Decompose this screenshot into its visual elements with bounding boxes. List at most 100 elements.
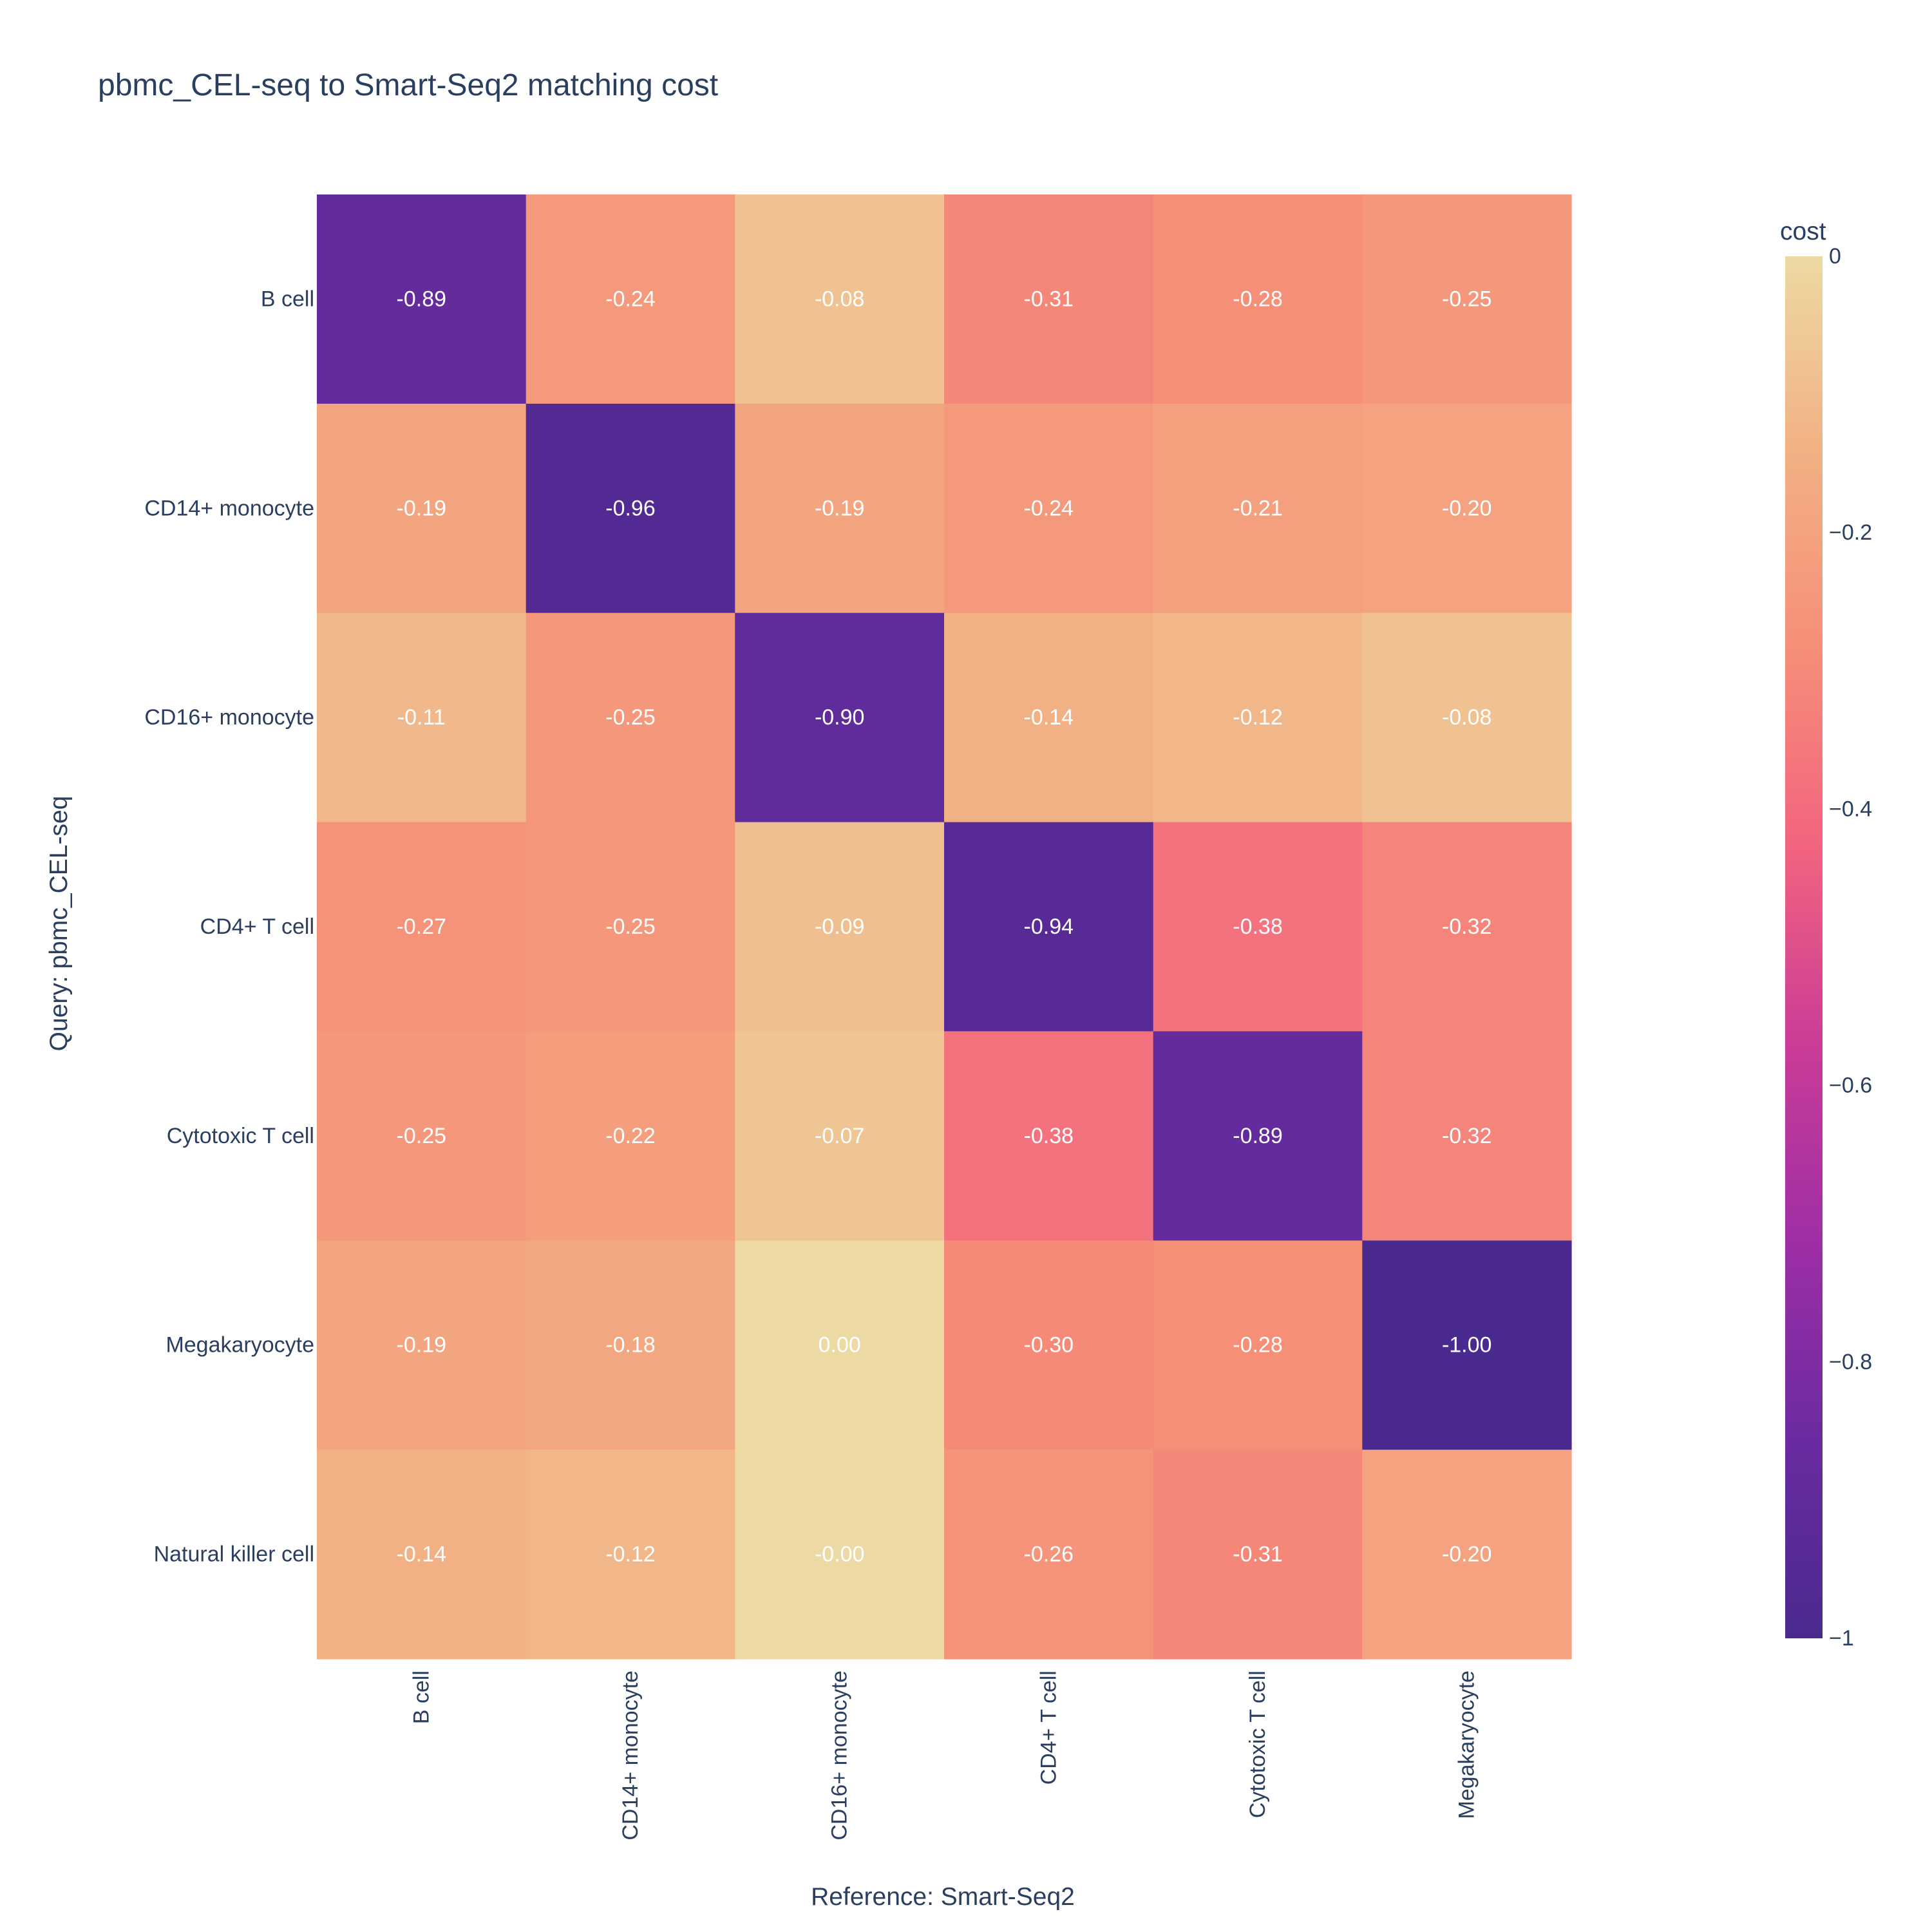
heatmap-cell-label: -0.22 bbox=[605, 1124, 656, 1148]
heatmap-cell bbox=[1362, 403, 1572, 614]
chart-title: pbmc_CEL-seq to Smart-Seq2 matching cost bbox=[98, 68, 718, 102]
heatmap-cell-label: -0.31 bbox=[1233, 1542, 1283, 1567]
heatmap-cell bbox=[735, 1031, 945, 1241]
heatmap-cell bbox=[526, 194, 735, 404]
heatmap-cell-label: -0.38 bbox=[1024, 1124, 1074, 1148]
heatmap-cell bbox=[735, 1240, 945, 1450]
heatmap-cell-label: -0.14 bbox=[397, 1542, 447, 1567]
heatmap-cell bbox=[1153, 1240, 1363, 1450]
heatmap-cell-label: -0.96 bbox=[605, 496, 656, 520]
heatmap-cell-label: -0.18 bbox=[605, 1333, 656, 1358]
heatmap-cell bbox=[1362, 1031, 1572, 1241]
heatmap-cell-label: -0.38 bbox=[1233, 914, 1283, 939]
heatmap-cell bbox=[944, 612, 1154, 823]
heatmap-cell bbox=[944, 403, 1154, 614]
heatmap-cell bbox=[1153, 403, 1363, 614]
y-axis-tick-labels: B cell CD14+ monocyte CD16+ monocyte CD4+ T… bbox=[144, 287, 314, 1566]
heatmap-cell-label: -0.12 bbox=[605, 1542, 656, 1567]
heatmap-cell-label: -0.24 bbox=[1024, 496, 1074, 520]
heatmap-cell-label: -0.25 bbox=[605, 705, 656, 730]
y-tick-label: CD4+ T cell bbox=[200, 914, 314, 939]
y-tick-label: Megakaryocyte bbox=[166, 1333, 314, 1358]
heatmap-cell-label: -0.89 bbox=[397, 287, 447, 311]
heatmap-cell bbox=[944, 822, 1154, 1032]
heatmap-cell-label: -0.32 bbox=[1442, 914, 1492, 939]
heatmap-cell bbox=[1153, 1450, 1363, 1660]
y-axis-title: Query: pbmc_CEL-seq bbox=[45, 796, 73, 1052]
x-tick-label: Cytotoxic T cell bbox=[1245, 1671, 1270, 1818]
heatmap-cell-label: -0.27 bbox=[397, 914, 447, 939]
heatmap-cell-label: -0.12 bbox=[1233, 705, 1283, 730]
colorbar-tick-labels: 0 −0.2 −0.4 −0.6 −0.8 −1 bbox=[1829, 244, 1872, 1651]
heatmap-cell bbox=[735, 403, 945, 614]
heatmap-cell-label: -0.24 bbox=[605, 287, 656, 311]
heatmap-cell bbox=[526, 403, 735, 614]
heatmap-cell bbox=[1153, 822, 1363, 1032]
colorbar-gradient bbox=[1785, 256, 1823, 1638]
heatmap-cell-label: -0.20 bbox=[1442, 496, 1492, 520]
heatmap-cell-label: -0.26 bbox=[1024, 1542, 1074, 1567]
heatmap-cell bbox=[526, 1240, 735, 1450]
heatmap-cell bbox=[1362, 1240, 1572, 1450]
heatmap-cell bbox=[317, 403, 527, 614]
colorbar-tick-label: −0.6 bbox=[1829, 1074, 1872, 1098]
heatmap-cell bbox=[944, 1240, 1154, 1450]
y-tick-label: Cytotoxic T cell bbox=[167, 1124, 314, 1148]
colorbar-tick-label: −0.2 bbox=[1829, 520, 1872, 545]
heatmap-cell bbox=[735, 1450, 945, 1660]
heatmap-cell bbox=[317, 822, 527, 1032]
x-tick-label: CD14+ monocyte bbox=[618, 1671, 643, 1841]
heatmap-cell-label: -0.28 bbox=[1233, 1333, 1283, 1358]
heatmap-cell bbox=[317, 1240, 527, 1450]
heatmap-cell bbox=[1153, 612, 1363, 823]
x-tick-label: CD4+ T cell bbox=[1036, 1671, 1061, 1785]
x-tick-label: B cell bbox=[409, 1671, 433, 1724]
x-axis-title: Reference: Smart-Seq2 bbox=[811, 1883, 1075, 1911]
x-axis-tick-labels: B cell CD14+ monocyte CD16+ monocyte CD4+ T… bbox=[409, 1671, 1479, 1841]
heatmap-cell-label: -0.19 bbox=[815, 496, 865, 520]
x-tick-label: CD16+ monocyte bbox=[828, 1671, 852, 1841]
heatmap-cell-label: 0.00 bbox=[819, 1333, 861, 1358]
y-tick-label: B cell bbox=[261, 287, 314, 311]
colorbar: cost 0 −0.2 −0.4 −0.6 −0.8 −1 bbox=[1780, 218, 1872, 1651]
heatmap-cell bbox=[1362, 194, 1572, 404]
heatmap-cell bbox=[1362, 612, 1572, 823]
heatmap-cell bbox=[317, 1450, 527, 1660]
heatmap-cell bbox=[317, 1031, 527, 1241]
heatmap-cell bbox=[526, 612, 735, 823]
x-tick-label: Megakaryocyte bbox=[1455, 1671, 1479, 1819]
heatmap-cell-label: -0.25 bbox=[397, 1124, 447, 1148]
heatmap-cell-labels: -0.89 -0.24 -0.08 -0.31 -0.28 -0.25 -0.19 -0.96… bbox=[397, 287, 1492, 1566]
heatmap-cell-label: -0.08 bbox=[815, 287, 865, 311]
heatmap-cell-label: -0.08 bbox=[1442, 705, 1492, 730]
heatmap-cell-label: -0.19 bbox=[397, 496, 447, 520]
heatmap-cell-label: -0.31 bbox=[1024, 287, 1074, 311]
colorbar-tick-label: −1 bbox=[1829, 1626, 1854, 1651]
heatmap-cell-label: -0.07 bbox=[815, 1124, 865, 1148]
y-tick-label: Natural killer cell bbox=[154, 1542, 314, 1567]
heatmap-cell bbox=[944, 1450, 1154, 1660]
heatmap-cell-label: -0.19 bbox=[397, 1333, 447, 1358]
heatmap-cell bbox=[1153, 1031, 1363, 1241]
heatmap-cell bbox=[317, 612, 527, 823]
heatmap-cell bbox=[735, 194, 945, 404]
heatmap-cell bbox=[317, 194, 527, 404]
y-tick-label: CD14+ monocyte bbox=[144, 496, 314, 520]
heatmap-cell bbox=[526, 1031, 735, 1241]
colorbar-tick-label: −0.8 bbox=[1829, 1350, 1872, 1374]
heatmap-cell-label: -0.25 bbox=[605, 914, 656, 939]
y-tick-label: CD16+ monocyte bbox=[144, 705, 314, 730]
heatmap-cell-label: -0.25 bbox=[1442, 287, 1492, 311]
heatmap-cell bbox=[735, 612, 945, 823]
heatmap-cell-label: -0.28 bbox=[1233, 287, 1283, 311]
colorbar-tick-label: 0 bbox=[1829, 244, 1841, 269]
heatmap-cell-label: -0.94 bbox=[1024, 914, 1074, 939]
heatmap-cell-label: -0.32 bbox=[1442, 1124, 1492, 1148]
heatmap-cell-label: -0.20 bbox=[1442, 1542, 1492, 1567]
heatmap-cell-label: -0.00 bbox=[815, 1542, 865, 1567]
heatmap-cell bbox=[735, 822, 945, 1032]
heatmap-cell bbox=[1153, 194, 1363, 404]
heatmap-cell bbox=[1362, 1450, 1572, 1660]
heatmap-cell-label: -0.09 bbox=[815, 914, 865, 939]
